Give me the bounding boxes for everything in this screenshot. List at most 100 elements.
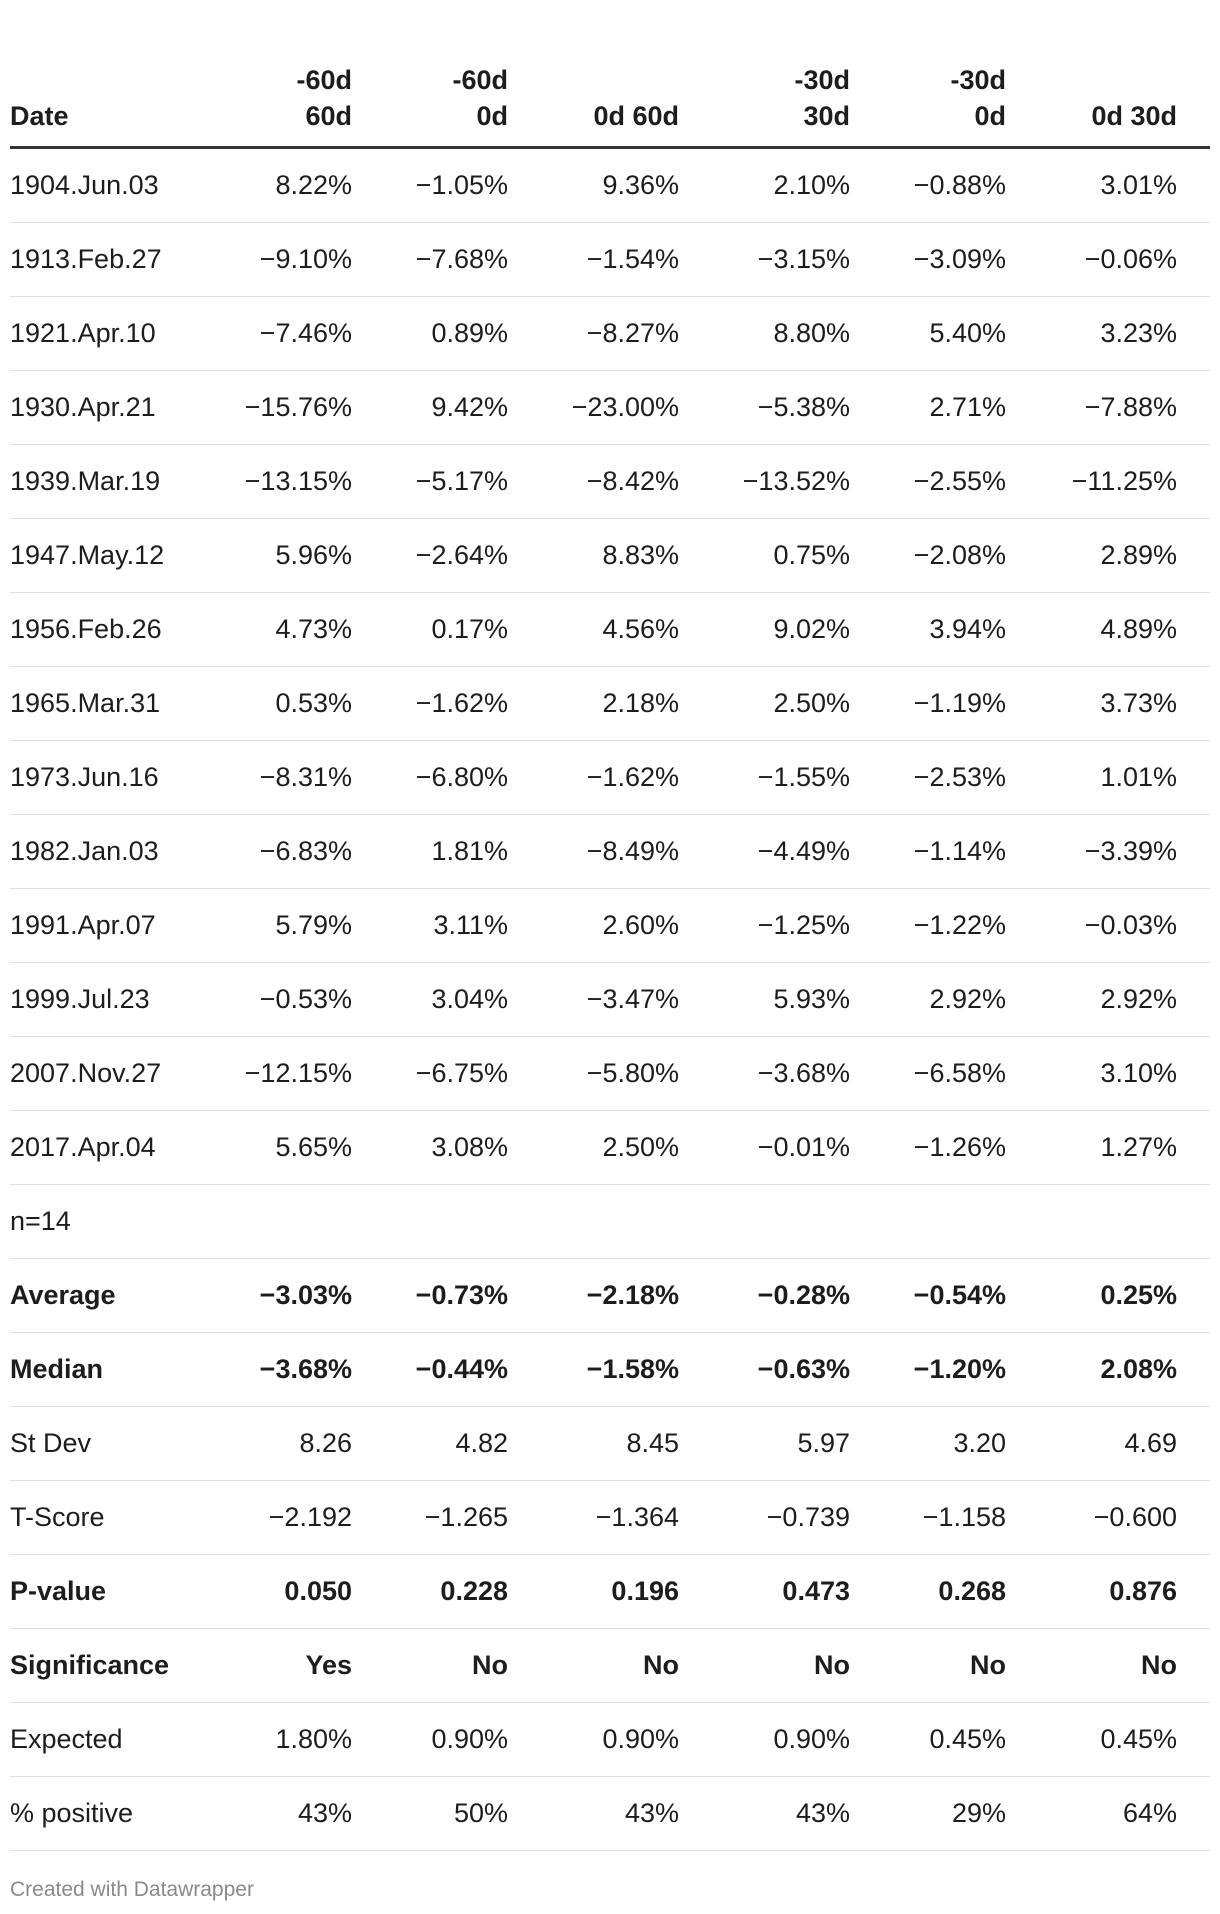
table-row: T-Score −2.192 −1.265 −1.364 −0.739 −1.158 −0.…: [10, 1480, 1210, 1555]
table-cell: 2.50%: [679, 666, 850, 741]
table-cell: 3.08%: [352, 1110, 508, 1185]
table-body: 1904.Jun.03 8.22% −1.05% 9.36% 2.10% −0.88% 3.…: [10, 147, 1210, 1851]
table-cell: 4.56%: [508, 592, 679, 667]
table-cell: 5.79%: [213, 888, 352, 963]
table-cell: −1.20%: [850, 1332, 1006, 1407]
table-cell: −1.54%: [508, 222, 679, 297]
row-spacer: [1177, 1406, 1210, 1481]
table-cell: 2.50%: [508, 1110, 679, 1185]
table-cell: −3.47%: [508, 962, 679, 1037]
table-cell: −7.88%: [1006, 370, 1177, 445]
row-label: 1930.Apr.21: [10, 370, 213, 445]
table-cell: [352, 1184, 508, 1259]
table-cell: 8.83%: [508, 518, 679, 593]
table-cell: 0.050: [213, 1554, 352, 1629]
table-cell: 2.08%: [1006, 1332, 1177, 1407]
table-row: 1956.Feb.26 4.73% 0.17% 4.56% 9.02% 3.94% 4.89…: [10, 592, 1210, 667]
table-cell: 2.71%: [850, 370, 1006, 445]
table-cell: 29%: [850, 1776, 1006, 1851]
table-cell: 9.02%: [679, 592, 850, 667]
table-row: n=14: [10, 1184, 1210, 1259]
row-spacer: [1177, 296, 1210, 371]
table-cell: −3.68%: [679, 1036, 850, 1111]
table-cell: −6.75%: [352, 1036, 508, 1111]
row-spacer: [1177, 1480, 1210, 1555]
row-spacer: [1177, 222, 1210, 297]
table-cell: −3.09%: [850, 222, 1006, 297]
table-cell: −6.58%: [850, 1036, 1006, 1111]
row-label: St Dev: [10, 1406, 213, 1481]
table-row: 1982.Jan.03 −6.83% 1.81% −8.49% −4.49% −1.14%…: [10, 814, 1210, 889]
table-cell: −2.08%: [850, 518, 1006, 593]
table-cell: 8.80%: [679, 296, 850, 371]
table-cell: −1.25%: [679, 888, 850, 963]
row-label: % positive: [10, 1776, 213, 1851]
table-cell: 3.10%: [1006, 1036, 1177, 1111]
row-spacer: [1177, 370, 1210, 445]
table-cell: 5.65%: [213, 1110, 352, 1185]
row-spacer: [1177, 740, 1210, 815]
row-spacer: [1177, 1554, 1210, 1629]
row-spacer: [1177, 1184, 1210, 1259]
table-cell: 0.228: [352, 1554, 508, 1629]
table-row: 1904.Jun.03 8.22% −1.05% 9.36% 2.10% −0.88% 3.…: [10, 147, 1210, 223]
table-cell: −2.53%: [850, 740, 1006, 815]
table-cell: No: [850, 1628, 1006, 1703]
table-cell: No: [679, 1628, 850, 1703]
table-cell: −1.265: [352, 1480, 508, 1555]
table-cell: −7.46%: [213, 296, 352, 371]
table-row: 1930.Apr.21 −15.76% 9.42% −23.00% −5.38% 2.71…: [10, 370, 1210, 445]
column-header-line2: Date: [10, 101, 69, 131]
table-cell: 0.473: [679, 1554, 850, 1629]
column-header-0: Date: [10, 30, 213, 149]
table-cell: 2.92%: [1006, 962, 1177, 1037]
row-spacer: [1177, 1332, 1210, 1407]
table-cell: 3.20: [850, 1406, 1006, 1481]
table-cell: −5.80%: [508, 1036, 679, 1111]
table-cell: 2.10%: [679, 147, 850, 223]
table-cell: 43%: [679, 1776, 850, 1851]
table-row: Expected 1.80% 0.90% 0.90% 0.90% 0.45% 0.45%: [10, 1702, 1210, 1777]
table-cell: 2.92%: [850, 962, 1006, 1037]
table-cell: −23.00%: [508, 370, 679, 445]
table-row: Average −3.03% −0.73% −2.18% −0.28% −0.54% 0.2…: [10, 1258, 1210, 1333]
table-cell: 0.75%: [679, 518, 850, 593]
column-header-line2: 60d: [305, 101, 352, 131]
row-spacer: [1177, 1702, 1210, 1777]
table-row: 2007.Nov.27 −12.15% −6.75% −5.80% −3.68% −6.5…: [10, 1036, 1210, 1111]
table-row: St Dev 8.26 4.82 8.45 5.97 3.20 4.69: [10, 1406, 1210, 1481]
row-label: 1991.Apr.07: [10, 888, 213, 963]
table-row: Significance Yes No No No No No: [10, 1628, 1210, 1703]
table-cell: 3.01%: [1006, 147, 1177, 223]
table-cell: −2.18%: [508, 1258, 679, 1333]
table-row: 1973.Jun.16 −8.31% −6.80% −1.62% −1.55% −2.53…: [10, 740, 1210, 815]
table-cell: 0.45%: [1006, 1702, 1177, 1777]
table-cell: −5.38%: [679, 370, 850, 445]
column-header-6: 0d 30d: [1006, 30, 1177, 149]
table-cell: −6.83%: [213, 814, 352, 889]
header-row: Date -60d 60d -60d 0d 0d 60d -30d 30d -30d 0d 0d 3…: [10, 30, 1210, 149]
row-spacer: [1177, 666, 1210, 741]
table-cell: No: [508, 1628, 679, 1703]
table-cell: 5.93%: [679, 962, 850, 1037]
table-row: 1947.May.12 5.96% −2.64% 8.83% 0.75% −2.08% 2.…: [10, 518, 1210, 593]
table-cell: −1.55%: [679, 740, 850, 815]
table-cell: −13.52%: [679, 444, 850, 519]
row-spacer: [1177, 592, 1210, 667]
column-header-2: -60d 0d: [352, 30, 508, 149]
table-cell: 1.01%: [1006, 740, 1177, 815]
table-cell: −0.01%: [679, 1110, 850, 1185]
table-cell: −9.10%: [213, 222, 352, 297]
table-cell: −0.03%: [1006, 888, 1177, 963]
table-cell: 1.80%: [213, 1702, 352, 1777]
column-header-4: -30d 30d: [679, 30, 850, 149]
column-header-line2: 0d 30d: [1091, 101, 1177, 131]
row-label: 1956.Feb.26: [10, 592, 213, 667]
row-label: 1913.Feb.27: [10, 222, 213, 297]
table-cell: −2.55%: [850, 444, 1006, 519]
table-cell: 8.45: [508, 1406, 679, 1481]
table-cell: [679, 1184, 850, 1259]
table-cell: −8.42%: [508, 444, 679, 519]
table-cell: −1.58%: [508, 1332, 679, 1407]
row-label: 1982.Jan.03: [10, 814, 213, 889]
